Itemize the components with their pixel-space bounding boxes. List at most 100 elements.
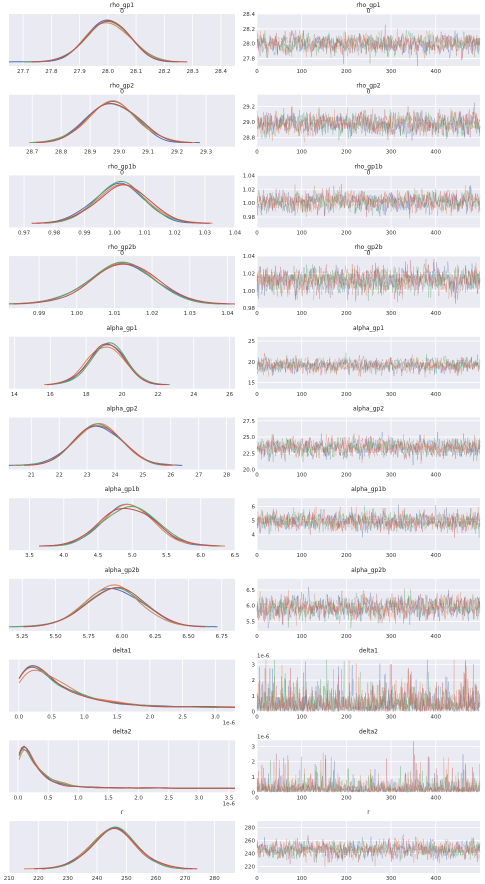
trace-x-tick-label: 200	[341, 150, 352, 156]
kde-background	[9, 256, 235, 309]
kde-x-tick-label: 0.98	[48, 230, 61, 236]
kde-title: alpha_gp1	[106, 325, 137, 332]
trace-axes-delta2: 0 100 200 300 400 0 1 2 3 delta2 1e-6	[252, 728, 481, 801]
trace-x-tick-label: 400	[431, 553, 442, 559]
trace-line-chain-2	[256, 352, 481, 376]
trace-line-chain-3	[256, 660, 481, 713]
kde-x-tick-label: 6.50	[182, 634, 195, 640]
trace-x-tick-label: 200	[341, 715, 352, 721]
kde-x-tick-label: 270	[180, 876, 191, 882]
trace-x-tick-label: 200	[341, 473, 352, 479]
kde-x-tick-label: 5.0	[128, 553, 137, 559]
kde-x-tick-label: 230	[62, 876, 73, 882]
kde-axes-alpha-gp1b: 3.5 4.0 4.5 5.0 5.5 6.0 6.5 alpha_gp1b	[9, 486, 240, 559]
trace-line-chain-2	[256, 588, 481, 629]
trace-background	[257, 336, 480, 389]
kde-x-tick-label: 1.0	[80, 715, 89, 721]
trace-x-tick-label: 300	[386, 150, 397, 156]
trace-line-chain-2	[256, 755, 481, 794]
trace-x-tick-label: 100	[296, 795, 307, 801]
trace-y-tick-label: 1.00	[243, 289, 256, 295]
trace-x-tick-label: 100	[296, 634, 307, 640]
trace-y-tick-label: 240	[245, 852, 256, 858]
kde-title: rho_gp2	[110, 83, 134, 90]
trace-x-tick-label: 100	[296, 715, 307, 721]
trace-title: alpha_gp2	[353, 406, 384, 413]
kde-line-chain-3	[31, 20, 188, 63]
trace-y-tick-label: 5.5	[246, 619, 255, 625]
kde-x-tick-label: 210	[4, 876, 15, 882]
kde-title: alpha_gp2	[106, 406, 137, 413]
trace-y-tick-label: 0.98	[243, 215, 256, 221]
kde-x-tick-label: 1.00	[71, 311, 84, 317]
trace-x-tick-label: 100	[296, 876, 307, 882]
trace-line-chain-0	[256, 261, 481, 304]
trace-x-tick-label: 200	[341, 553, 352, 559]
trace-title-index: 0	[367, 250, 371, 257]
trace-line-chain-1	[256, 433, 481, 465]
trace-y-tick-label: 1.04	[243, 254, 256, 260]
kde-x-tick-label: 0.0	[14, 795, 23, 801]
kde-line-chain-2	[41, 826, 188, 870]
kde-x-tick-label: 1.04	[221, 311, 234, 317]
kde-x-tick-label: 6.5	[231, 553, 240, 559]
kde-x-tick-label: 2.5	[164, 795, 173, 801]
kde-x-tick-label: 16	[47, 392, 54, 398]
kde-line-chain-3	[36, 102, 193, 144]
kde-x-tick-label: 5.5	[162, 553, 171, 559]
trace-y-tick-label: 28.8	[243, 135, 256, 141]
kde-x-tick-label: 28.1	[130, 69, 142, 75]
trace-y-tick-label: 15	[248, 381, 255, 387]
kde-title-index: 0	[120, 89, 124, 96]
trace-y-tick-label: 1.04	[243, 173, 256, 179]
kde-x-tick-label: 18	[83, 392, 90, 398]
trace-x-tick-label: 300	[386, 715, 397, 721]
trace-line-chain-3	[256, 24, 481, 61]
kde-x-tick-label: 29.3	[200, 150, 213, 156]
trace-line-chain-3	[256, 106, 481, 140]
trace-y-tick-label: 220	[245, 865, 256, 871]
kde-x-tick-label: 6.25	[149, 634, 162, 640]
trace-line-chain-0	[256, 754, 481, 794]
kde-x-tick-label: 29.2	[171, 150, 183, 156]
kde-x-tick-label: 22	[56, 473, 63, 479]
kde-line-chain-2	[49, 342, 170, 386]
trace-x-tick-label: 0	[255, 392, 259, 398]
trace-x-tick-label: 300	[386, 876, 397, 882]
trace-y-tick-label: 28.4	[243, 12, 256, 18]
kde-x-tick-label: 5.50	[49, 634, 62, 640]
trace-line-chain-3	[256, 353, 481, 377]
trace-x-tick-label: 300	[386, 553, 397, 559]
trace-line-chain-2	[256, 30, 481, 64]
trace-y-tick-label: 28.2	[243, 27, 255, 33]
kde-background	[9, 14, 235, 66]
trace-background	[257, 821, 480, 873]
trace-y-tick-label: 3	[252, 744, 256, 750]
trace-title: alpha_gp1	[353, 325, 384, 332]
trace-y-tick-label: 29.0	[243, 120, 256, 126]
trace-background	[257, 94, 480, 147]
kde-line-chain-2	[8, 261, 230, 305]
trace-x-tick-label: 0	[255, 634, 259, 640]
kde-x-tick-label: 6.75	[216, 634, 229, 640]
kde-axes-rho-gp1b: 0.97 0.98 0.99 1.00 1.01 1.02 1.03 1.04 rho_gp1b…	[9, 163, 242, 236]
trace-x-tick-label: 300	[386, 473, 397, 479]
trace-y-tick-label: 20	[248, 360, 255, 366]
trace-x-tick-label: 400	[431, 392, 442, 398]
kde-x-tick-label: 1.5	[104, 795, 113, 801]
kde-x-tick-label: 3.0	[194, 795, 203, 801]
trace-x-tick-label: 200	[341, 69, 352, 75]
kde-title: rho_gp1b	[108, 163, 136, 170]
trace-x-tick-label: 100	[296, 311, 307, 317]
kde-title: alpha_gp2b	[105, 567, 140, 574]
trace-x-tick-label: 200	[341, 876, 352, 882]
trace-x-tick-label: 300	[386, 392, 397, 398]
kde-line-chain-0	[36, 182, 208, 224]
kde-line-chain-3	[24, 586, 205, 628]
trace-y-tick-label: 25	[248, 339, 255, 345]
trace-x-tick-label: 100	[296, 392, 307, 398]
